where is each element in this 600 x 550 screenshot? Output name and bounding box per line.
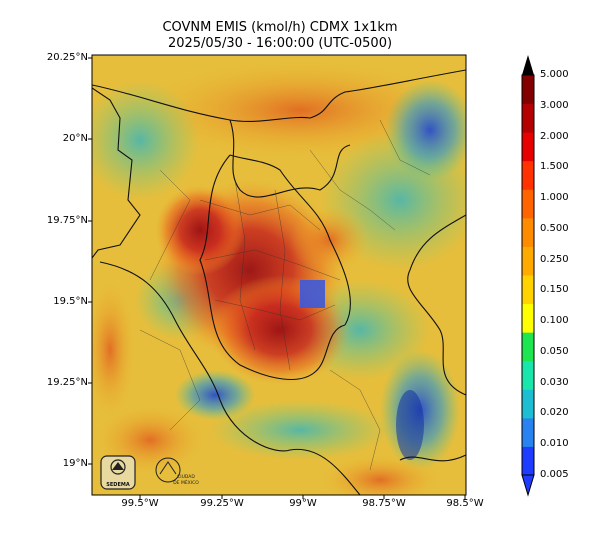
- colorbar-bin: [522, 446, 534, 476]
- lat-label-19-25: 19.25°N: [46, 377, 88, 388]
- lon-label-98-5: 98.5°W: [446, 498, 484, 509]
- colorbar-bin: [522, 246, 534, 276]
- map-subtitle: 2025/05/30 - 16:00:00 (UTC-0500): [167, 36, 393, 51]
- colorbar-bin: [522, 360, 534, 390]
- colorbar-bin: [522, 389, 534, 419]
- colorbar-label: 0.010: [540, 438, 569, 450]
- colorbar-bin: [522, 189, 534, 219]
- sedema-logo: SEDEMA: [100, 455, 136, 490]
- colorbar-bin: [522, 75, 534, 105]
- lon-label-99: 99°W: [289, 498, 317, 509]
- lat-label-19-75: 19.75°N: [46, 215, 88, 226]
- colorbar-bin: [522, 417, 534, 447]
- colorbar-label: 1.000: [540, 192, 569, 204]
- map-title: COVNM EMIS (kmol/h) CDMX 1x1km: [162, 20, 398, 35]
- lat-label-20: 20°N: [62, 133, 88, 144]
- lat-label-19: 19°N: [62, 458, 88, 469]
- colorbar-bin: [522, 160, 534, 190]
- colorbar: [521, 55, 535, 497]
- colorbar-label: 0.050: [540, 345, 569, 357]
- colorbar-max-extend: [522, 55, 534, 75]
- municipal-borders: [139, 119, 431, 471]
- lon-label-98-75: 98.75°W: [362, 498, 406, 509]
- colorbar-label: 0.030: [540, 376, 569, 388]
- svg-text:DE MÉXICO: DE MÉXICO: [173, 478, 199, 486]
- colorbar-bin: [522, 303, 534, 333]
- colorbar-bin: [522, 332, 534, 362]
- colorbar-label: 5.000: [540, 69, 569, 80]
- colorbar-label: 3.000: [540, 99, 569, 111]
- colorbar-label: 2.000: [540, 130, 569, 142]
- colorbar-label: 0.100: [540, 315, 569, 327]
- colorbar-bin: [522, 275, 534, 305]
- axis-ticks: [88, 57, 466, 499]
- colorbar-label: 1.500: [540, 161, 569, 173]
- colorbar-min-extend: [521, 474, 535, 497]
- colorbar-label: 0.250: [540, 253, 569, 265]
- lat-label-20-25: 20.25°N: [46, 52, 88, 63]
- map-frame: [91, 54, 467, 496]
- colorbar-label: 0.005: [540, 469, 569, 480]
- lat-label-19-5: 19.5°N: [53, 296, 88, 307]
- emission-field: [92, 55, 466, 495]
- state-borders: [92, 69, 466, 495]
- sedema-logo-text: SEDEMA: [106, 482, 130, 488]
- colorbar-label: 0.150: [540, 284, 569, 296]
- colorbar-label: 0.020: [540, 407, 569, 419]
- colorbar-frame: [521, 74, 535, 476]
- cdmx-logo: CIUDAD DE MÉXICO: [155, 457, 199, 486]
- colorbar-bin: [522, 103, 534, 133]
- colorbar-label: 0.500: [540, 222, 569, 234]
- colorbar-bin: [522, 132, 534, 162]
- cdmx-logo-text: CIUDAD: [177, 474, 195, 480]
- lon-label-99-25: 99.25°W: [200, 498, 244, 509]
- lon-label-99-5: 99.5°W: [121, 498, 159, 509]
- colorbar-bin: [522, 217, 534, 247]
